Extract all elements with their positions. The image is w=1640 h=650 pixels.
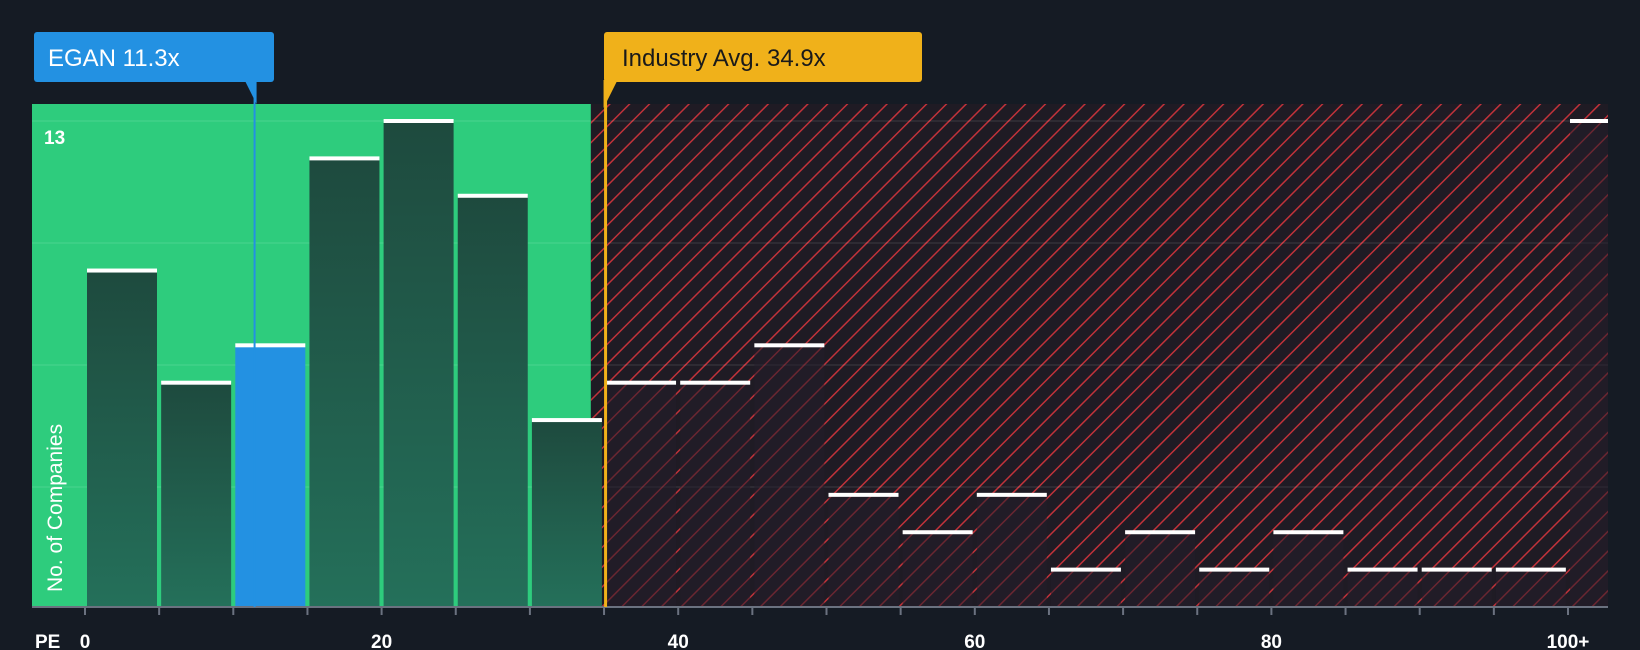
industry-callout-pointer <box>603 80 618 108</box>
x-axis-ticks <box>84 607 1569 615</box>
bar-top-cap <box>383 119 454 123</box>
histogram-bar <box>1570 121 1608 607</box>
bar-top-cap <box>1347 567 1418 572</box>
bar-top-cap <box>976 492 1047 497</box>
histogram-bar <box>1273 532 1344 607</box>
histogram-bar <box>606 382 677 607</box>
company-callout <box>34 32 274 82</box>
company-callout-label: EGAN 11.3x <box>48 45 180 72</box>
histogram-bar <box>680 382 751 607</box>
histogram-bar <box>87 270 157 607</box>
industry-callout-label: Industry Avg. 34.9x <box>622 45 826 72</box>
histogram-bar <box>383 121 454 607</box>
bar-top-cap <box>87 268 157 273</box>
industry-callout <box>604 32 922 82</box>
x-tick-label: 100+ <box>1547 632 1590 650</box>
histogram-bar <box>309 158 380 607</box>
histogram-bar <box>828 494 899 607</box>
bar-top-cap <box>754 343 825 348</box>
bar-top-cap <box>1570 119 1608 123</box>
x-tick-label: 40 <box>668 632 689 650</box>
x-tick-label: 80 <box>1261 632 1282 650</box>
histogram-bar <box>457 195 528 607</box>
histogram-bar <box>754 345 825 607</box>
industry-marker: Industry Avg. 34.9x <box>603 32 922 607</box>
histogram-bar <box>1199 569 1270 607</box>
bar-top-cap <box>457 193 528 198</box>
histogram-bars <box>87 119 1608 607</box>
histogram-bar <box>235 345 306 607</box>
bar-top-cap <box>1273 530 1344 535</box>
bar-top-cap <box>1050 567 1121 572</box>
bar-top-cap <box>309 156 380 161</box>
x-tick-labels: 0 20 40 60 80 100+ <box>80 632 1590 650</box>
histogram-bar <box>902 532 973 607</box>
x-axis-title: PE <box>35 632 60 650</box>
y-axis-title: No. of Companies <box>44 424 67 592</box>
x-tick-label: 60 <box>964 632 985 650</box>
company-callout-pointer <box>244 80 257 104</box>
bar-top-cap <box>161 380 232 385</box>
bar-top-cap <box>531 418 602 423</box>
histogram-bar <box>1495 569 1566 607</box>
y-max-label: 13 <box>44 128 65 149</box>
bar-top-cap <box>235 343 306 348</box>
x-tick-label: 20 <box>371 632 392 650</box>
histogram-bar <box>531 420 602 607</box>
histogram-bar <box>1347 569 1418 607</box>
x-tick-label: 0 <box>80 632 91 650</box>
company-marker: EGAN 11.3x <box>34 32 274 607</box>
histogram-bar <box>976 494 1047 607</box>
bar-top-cap <box>1495 567 1566 572</box>
histogram-bar <box>1050 569 1121 607</box>
bar-top-cap <box>1421 567 1492 572</box>
bar-top-cap <box>1199 567 1270 572</box>
histogram-bar <box>1125 532 1196 607</box>
histogram-bar <box>161 382 232 607</box>
bar-top-cap <box>1125 530 1196 535</box>
bar-top-cap <box>606 380 677 385</box>
bar-top-cap <box>828 492 899 497</box>
histogram-bar <box>1421 569 1492 607</box>
bar-top-cap <box>902 530 973 535</box>
bar-top-cap <box>680 380 751 385</box>
